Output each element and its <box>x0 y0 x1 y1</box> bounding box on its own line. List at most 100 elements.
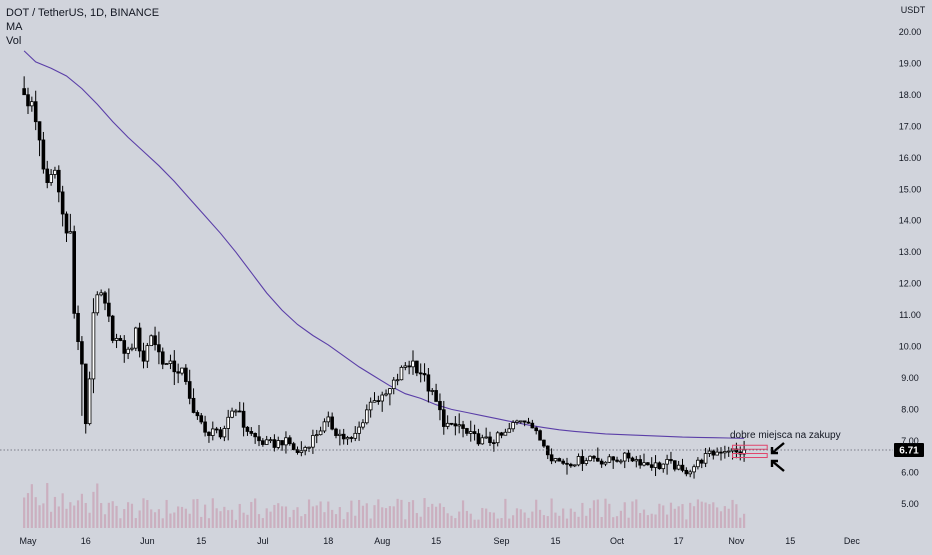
ma-indicator-label[interactable]: MA <box>6 21 23 33</box>
candle-body <box>545 445 550 456</box>
candle-body <box>403 365 408 368</box>
volume-bar <box>288 517 291 528</box>
volume-bar <box>242 512 245 528</box>
candle-body <box>268 439 273 442</box>
volume-bar <box>161 518 164 528</box>
volume-bar <box>731 499 734 528</box>
volume-bar <box>84 502 87 528</box>
annotation-text: dobre miejsca na zakupy <box>730 430 841 441</box>
volume-bar <box>73 505 76 528</box>
arrow-icon-upper-head <box>770 447 778 455</box>
volume-bar <box>134 518 137 528</box>
volume-bar <box>589 508 592 528</box>
volume-bar <box>230 509 234 528</box>
volume-bar <box>531 511 534 528</box>
candle-body <box>83 363 88 425</box>
volume-bar <box>42 503 45 528</box>
candle-body <box>303 447 307 452</box>
volume-bar <box>127 502 130 528</box>
candle-body <box>561 460 565 464</box>
y-tick-label: 9.00 <box>901 373 919 383</box>
candle-body <box>157 344 161 353</box>
candle-body <box>218 429 223 438</box>
candle-body <box>372 400 377 403</box>
volume-bar <box>377 499 380 528</box>
buy-zone-lower <box>732 453 768 459</box>
candle-body <box>692 466 696 473</box>
volume-bar <box>642 509 646 528</box>
y-tick-label: 14.00 <box>899 216 922 226</box>
candle-body <box>461 424 465 429</box>
volume-bar <box>442 506 445 528</box>
candle-body <box>126 348 130 354</box>
ma-line <box>23 50 745 439</box>
volume-bar <box>100 503 103 528</box>
candle-body <box>622 452 627 462</box>
volume-bar <box>165 499 168 528</box>
candle-body <box>364 409 369 424</box>
symbol-title[interactable]: DOT / TetherUS, 1D, BINANCE <box>6 7 160 19</box>
volume-bar <box>581 502 584 528</box>
volume-bar <box>388 506 391 528</box>
volume-bar <box>115 505 118 528</box>
volume-bar <box>485 508 488 528</box>
y-tick-label: 17.00 <box>899 121 922 131</box>
volume-bar <box>180 506 184 528</box>
volume-bar <box>211 498 214 528</box>
candle-body <box>476 433 481 445</box>
candle-body <box>149 335 154 347</box>
volume-bar <box>227 510 230 528</box>
volume-bar <box>257 514 261 528</box>
volume-bar <box>246 514 249 528</box>
candle-body <box>122 340 127 354</box>
volume-bar <box>327 501 330 528</box>
volume-bar <box>519 509 522 528</box>
volume-bar <box>404 519 407 528</box>
candle-body <box>526 421 531 424</box>
candle-body <box>95 294 100 314</box>
volume-bar <box>350 500 353 528</box>
candle-body <box>619 460 623 463</box>
candle-body <box>168 360 173 364</box>
candle-body <box>230 410 234 418</box>
volume-bar <box>34 497 37 528</box>
candle-body <box>130 347 134 350</box>
volume-bar <box>408 501 411 528</box>
volume-bar <box>392 506 395 528</box>
volume-bar <box>562 508 565 528</box>
candle-body <box>449 422 454 425</box>
candle-body <box>103 292 107 304</box>
candle-body <box>253 433 257 438</box>
volume-bar <box>696 499 699 528</box>
candle-body <box>330 416 334 430</box>
volume-layer <box>23 483 746 528</box>
volume-bar <box>473 519 476 528</box>
candle-body <box>203 421 207 433</box>
candle-body <box>107 302 111 317</box>
volume-bar <box>38 505 41 528</box>
y-tick-label: 6.00 <box>901 467 919 477</box>
volume-bar <box>515 508 519 528</box>
volume-bar <box>461 500 465 528</box>
volume-bar <box>69 502 72 528</box>
volume-bar <box>277 503 280 528</box>
volume-bar <box>342 519 345 528</box>
candle-body <box>684 469 689 475</box>
candle-body <box>715 451 719 456</box>
y-tick-label: 19.00 <box>899 58 922 68</box>
candle-body <box>180 367 184 374</box>
last-price-tag <box>894 442 924 457</box>
volume-bar <box>565 518 569 528</box>
volume-bar <box>492 512 495 528</box>
volume-indicator-label[interactable]: Vol <box>6 35 22 47</box>
volume-bar <box>673 508 676 528</box>
volume-bar <box>96 483 99 528</box>
volume-bar <box>323 512 326 528</box>
candle-body <box>207 431 211 436</box>
volume-bar <box>727 508 730 528</box>
candle-body <box>534 427 538 432</box>
candle-body <box>422 373 427 376</box>
candle-body <box>445 422 450 427</box>
